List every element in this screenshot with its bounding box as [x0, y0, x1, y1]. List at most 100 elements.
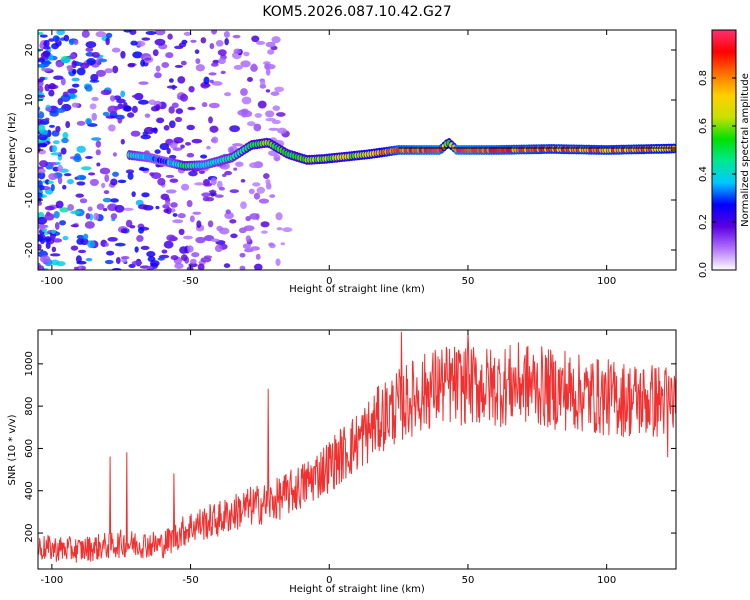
- noise-blob: [217, 49, 227, 56]
- noise-blob: [208, 190, 217, 194]
- noise-blob: [174, 64, 184, 68]
- noise-blob: [165, 52, 174, 59]
- colorbar-tick-label: 0.4: [698, 166, 709, 182]
- noise-blob: [240, 201, 247, 210]
- noise-blob: [71, 83, 80, 88]
- spectrogram-y-axis-label: Frequency (Hz): [7, 112, 18, 188]
- noise-blob: [90, 73, 99, 82]
- noise-blob: [75, 193, 84, 198]
- noise-blob: [208, 116, 213, 124]
- noise-blob: [38, 201, 43, 206]
- y-tick-label: 600: [24, 439, 35, 458]
- noise-blob: [53, 75, 64, 80]
- noise-blob: [181, 254, 188, 262]
- y-tick-label: 1000: [24, 351, 35, 376]
- noise-blob: [54, 221, 60, 230]
- noise-blob: [233, 167, 238, 171]
- noise-blob: [102, 207, 108, 212]
- noise-blob: [42, 50, 51, 58]
- snr-y-axis-label: SNR (10 * v/v): [7, 414, 18, 485]
- noise-blob: [155, 205, 160, 210]
- noise-blob: [131, 260, 143, 266]
- noise-blob: [276, 112, 286, 117]
- noise-blob: [70, 245, 79, 251]
- noise-blob: [38, 184, 45, 191]
- noise-blob: [98, 58, 108, 63]
- noise-blob: [85, 47, 94, 52]
- noise-blob: [89, 103, 97, 110]
- noise-blob: [49, 124, 55, 128]
- x-tick-label: 0: [326, 276, 332, 287]
- chart-title: KOM5.2026.087.10.42.G27: [262, 4, 451, 20]
- noise-blob: [219, 227, 230, 235]
- noise-blob: [269, 194, 276, 198]
- noise-blob: [239, 252, 246, 258]
- noise-blob: [163, 240, 174, 249]
- noise-blob: [38, 160, 49, 168]
- noise-blob: [192, 211, 202, 215]
- noise-blob: [76, 234, 85, 240]
- noise-blob: [71, 68, 77, 75]
- noise-blob: [38, 216, 48, 225]
- noise-blob: [117, 117, 123, 124]
- noise-blob: [38, 142, 48, 148]
- noise-blob: [60, 147, 67, 155]
- noise-blob: [107, 236, 118, 242]
- noise-blob: [123, 207, 134, 211]
- noise-blob: [190, 39, 197, 43]
- noise-blob: [265, 41, 276, 48]
- noise-blob: [71, 77, 80, 82]
- colorbar-tick-label: 0.8: [698, 70, 709, 86]
- noise-blob: [146, 250, 156, 258]
- noise-blob: [95, 149, 101, 156]
- noise-blob: [260, 79, 266, 86]
- noise-blob: [173, 136, 184, 144]
- noise-blob: [211, 136, 219, 144]
- noise-blob: [38, 124, 46, 133]
- noise-blob: [169, 142, 178, 149]
- noise-blob: [73, 39, 79, 46]
- noise-blob: [166, 234, 176, 242]
- noise-blob: [120, 50, 126, 59]
- noise-blob: [163, 208, 170, 214]
- y-tick-label: -20: [24, 242, 35, 258]
- noise-blob: [175, 108, 184, 115]
- noise-blob: [224, 170, 233, 176]
- noise-blob: [120, 255, 130, 260]
- noise-blob: [253, 123, 262, 132]
- noise-blob: [110, 213, 118, 220]
- noise-blob: [73, 155, 82, 163]
- colorbar-tick-label: 0.2: [698, 214, 709, 230]
- noise-blob: [91, 96, 99, 102]
- noise-blob: [138, 167, 150, 171]
- noise-blob: [223, 263, 231, 268]
- noise-blob: [59, 207, 69, 213]
- noise-blob: [70, 224, 79, 228]
- snr-ticks: -100 -50 0 50 100 200 400 600 800 1000: [24, 330, 676, 586]
- noise-blob: [185, 142, 191, 146]
- noise-blob: [85, 257, 93, 262]
- noise-blob: [79, 175, 86, 180]
- noise-blob: [101, 182, 106, 189]
- noise-blob: [39, 76, 46, 81]
- noise-blob: [211, 81, 223, 86]
- noise-blob: [51, 43, 59, 50]
- noise-blob: [225, 209, 231, 215]
- noise-blob: [95, 31, 107, 38]
- noise-blob: [181, 39, 188, 45]
- noise-blob: [258, 198, 270, 204]
- noise-blob: [38, 118, 44, 126]
- noise-blob: [172, 147, 183, 151]
- x-tick-label: 50: [462, 575, 475, 586]
- noise-blob: [73, 266, 79, 270]
- noise-blob: [85, 155, 93, 159]
- noise-blob: [274, 86, 285, 93]
- noise-blob: [196, 220, 202, 228]
- noise-blob: [39, 227, 45, 231]
- noise-blob: [39, 34, 48, 38]
- noise-blob: [110, 198, 119, 203]
- noise-blob: [175, 116, 183, 123]
- spectrogram-x-axis-label: Height of straight line (km): [289, 284, 425, 295]
